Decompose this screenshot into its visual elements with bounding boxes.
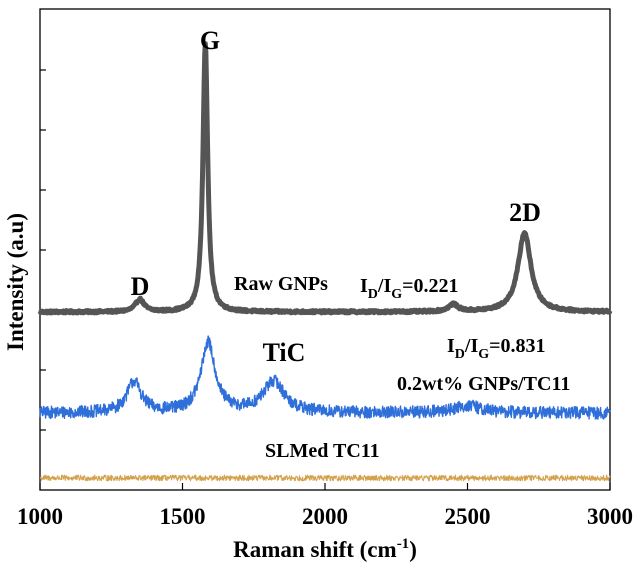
composite-ratio: ID/IG=0.831 <box>447 335 546 362</box>
x-tick-label-1000: 1000 <box>17 504 63 529</box>
series-layer <box>37 41 613 482</box>
series-line-slmed-tc11 <box>39 474 611 482</box>
y-axis <box>40 69 46 431</box>
y-axis-label: Intensity (a.u) <box>3 213 28 351</box>
x-tick-label-2500: 2500 <box>445 504 491 529</box>
x-tick-label-2000: 2000 <box>302 504 348 529</box>
slm-tc11-label: SLMed TC11 <box>265 440 380 462</box>
series-line-raw-gnps <box>37 41 613 316</box>
raw-gnps-ratio: ID/IG=0.221 <box>360 275 459 302</box>
plot-frame <box>39 8 611 491</box>
d-peak-label: D <box>131 272 150 301</box>
x-axis-label: Raman shift (cm-1) <box>233 536 417 562</box>
x-axis: 1000 1500 2000 2500 3000 <box>17 483 633 529</box>
composite-label: 0.2wt% GNPs/TC11 <box>397 373 570 395</box>
raw-gnps-label: Raw GNPs <box>234 273 328 295</box>
g-peak-label: G <box>200 26 220 55</box>
tic-peak-label: TiC <box>263 338 306 367</box>
x-tick-label-3000: 3000 <box>587 504 633 529</box>
two-d-peak-label: 2D <box>509 198 541 227</box>
x-tick-label-1500: 1500 <box>160 504 206 529</box>
series-line-0-2wt-gnps-tc11 <box>39 335 611 420</box>
